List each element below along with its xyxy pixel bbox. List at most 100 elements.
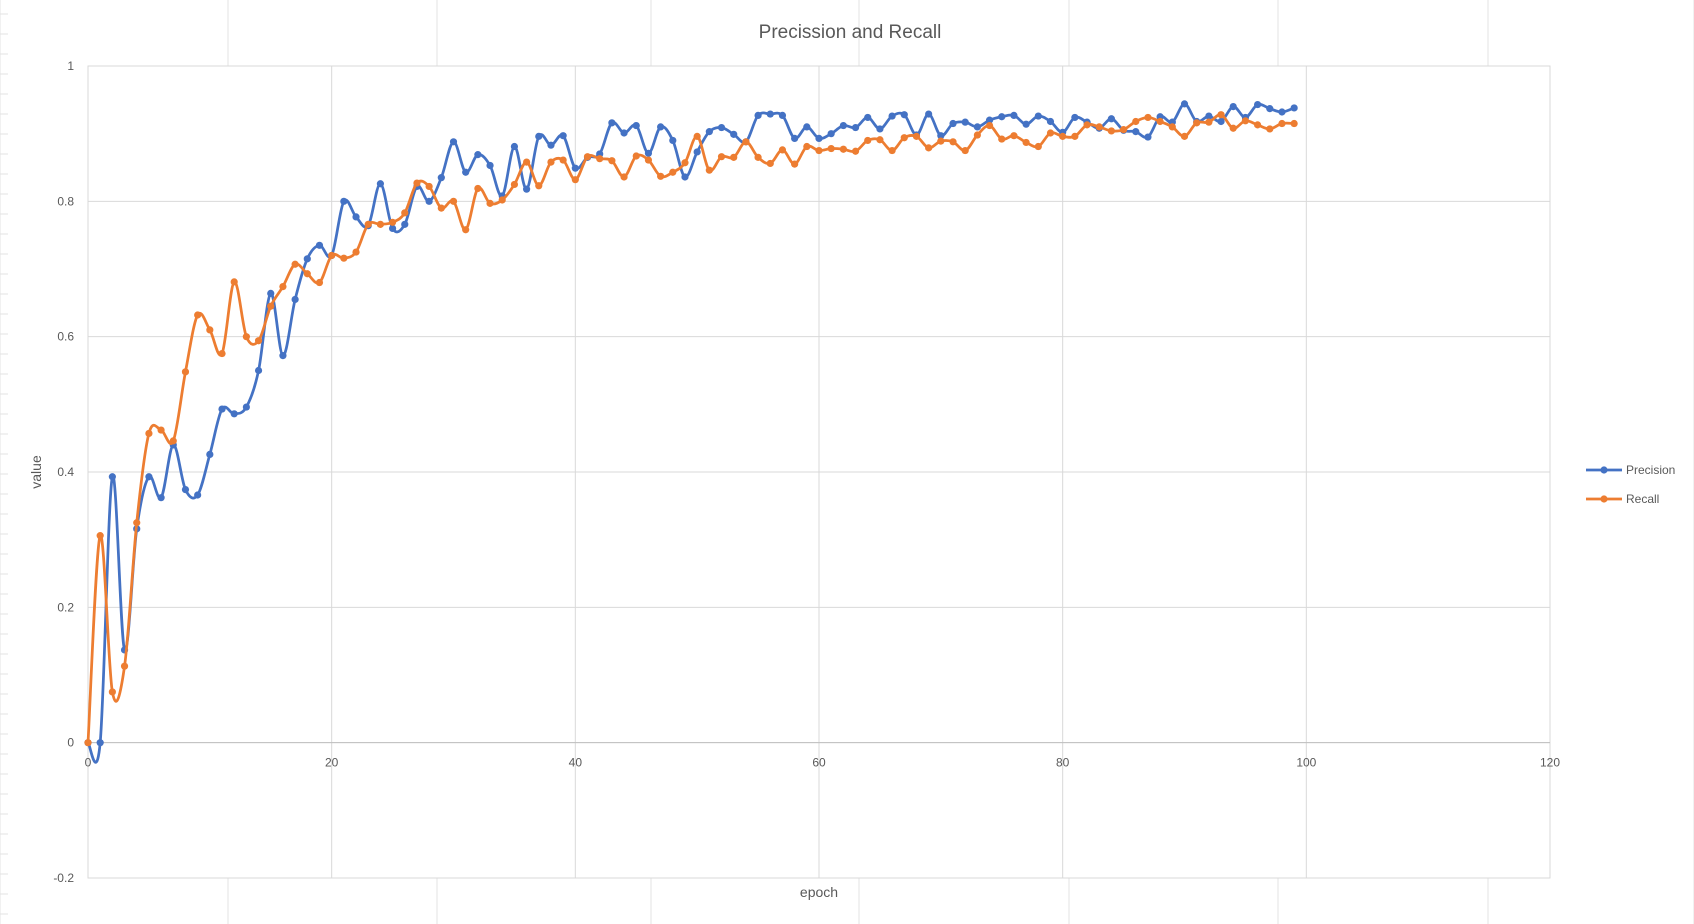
precision-point bbox=[547, 141, 555, 149]
precision-point bbox=[291, 295, 299, 304]
precision-point bbox=[1071, 113, 1079, 122]
precision-point bbox=[681, 173, 689, 181]
recall-point bbox=[1254, 121, 1262, 129]
x-tick-label: 60 bbox=[812, 756, 826, 770]
recall-point bbox=[108, 688, 116, 696]
y-tick-label: 0.4 bbox=[57, 465, 74, 479]
precision-point bbox=[194, 491, 202, 499]
recall-point bbox=[1107, 127, 1115, 135]
recall-point bbox=[596, 155, 604, 163]
precision-point bbox=[888, 112, 896, 120]
recall-point bbox=[973, 131, 981, 139]
precision-point bbox=[425, 197, 433, 205]
recall-point bbox=[1132, 117, 1140, 126]
recall-point bbox=[803, 142, 811, 151]
plot-area bbox=[84, 65, 1551, 879]
recall-point bbox=[279, 282, 287, 291]
precision-point bbox=[864, 113, 872, 122]
precision-point bbox=[693, 148, 701, 156]
x-tick-label: 20 bbox=[325, 756, 339, 770]
x-tick-label: 0 bbox=[85, 756, 92, 770]
recall-point bbox=[1278, 119, 1286, 128]
recall-point bbox=[778, 146, 787, 154]
recall-point bbox=[693, 132, 701, 140]
precision-point bbox=[717, 123, 726, 132]
legend-item-precision: Precision bbox=[1586, 463, 1675, 477]
recall-point bbox=[242, 333, 250, 341]
x-tick-label: 120 bbox=[1540, 756, 1560, 770]
x-tick-label: 80 bbox=[1056, 756, 1070, 770]
recall-point bbox=[254, 337, 263, 345]
precision-point bbox=[486, 161, 494, 170]
precision-point bbox=[1132, 128, 1140, 136]
precision-point bbox=[1254, 100, 1262, 109]
recall-point bbox=[754, 153, 762, 161]
recall-point bbox=[1193, 119, 1201, 127]
recall-point bbox=[328, 251, 336, 260]
recall-point bbox=[206, 326, 214, 334]
recall-point bbox=[827, 144, 835, 153]
legend-marker-recall bbox=[1600, 495, 1608, 503]
recall-point bbox=[194, 311, 202, 319]
precision-point bbox=[949, 119, 957, 128]
recall-point bbox=[1229, 124, 1237, 132]
recall-point bbox=[120, 662, 129, 670]
recall-point bbox=[376, 220, 384, 228]
recall-point bbox=[523, 158, 531, 166]
recall-point bbox=[96, 532, 104, 540]
recall-point bbox=[815, 146, 823, 155]
legend-marker-precision bbox=[1600, 466, 1608, 474]
recall-point bbox=[535, 182, 543, 190]
recall-point bbox=[1290, 119, 1298, 128]
recall-point bbox=[1046, 129, 1055, 137]
recall-point bbox=[912, 132, 921, 140]
recall-point bbox=[937, 137, 945, 145]
precision-point bbox=[1046, 117, 1055, 126]
precision-point bbox=[1022, 120, 1030, 128]
recall-point bbox=[181, 368, 190, 376]
recall-point bbox=[1034, 142, 1042, 151]
recall-point bbox=[657, 172, 665, 180]
legend-item-recall: Recall bbox=[1586, 492, 1659, 506]
recall-point bbox=[888, 146, 896, 155]
tick-labels: -0.2 0 0.2 0.4 0.6 0.8 1 0 20 40 60 80 100 120 bbox=[53, 59, 1560, 885]
recall-point bbox=[998, 135, 1006, 143]
precision-point bbox=[803, 123, 811, 131]
recall-point bbox=[681, 159, 689, 167]
recall-point bbox=[315, 278, 324, 287]
precision-point bbox=[815, 134, 823, 142]
recall-point bbox=[571, 176, 579, 184]
precision-point bbox=[1217, 117, 1225, 126]
recall-point bbox=[1119, 126, 1128, 134]
precision-point bbox=[559, 132, 567, 140]
recall-point bbox=[133, 519, 141, 527]
recall-point bbox=[608, 157, 616, 165]
x-tick-label: 100 bbox=[1296, 756, 1316, 770]
precision-point bbox=[218, 405, 226, 413]
y-axis-title: value bbox=[28, 455, 44, 489]
recall-point bbox=[437, 204, 445, 212]
precision-point bbox=[925, 110, 933, 118]
recall-point bbox=[486, 199, 494, 207]
recall-point bbox=[583, 153, 592, 161]
precision-point bbox=[254, 366, 263, 375]
recall-point bbox=[876, 136, 884, 144]
legend-label-recall: Recall bbox=[1626, 492, 1659, 506]
recall-point bbox=[510, 180, 519, 189]
precision-point bbox=[1278, 108, 1286, 116]
precision-point bbox=[535, 132, 543, 140]
recall-point bbox=[985, 121, 994, 130]
precision-point bbox=[900, 111, 908, 119]
legend-label-precision: Precision bbox=[1626, 463, 1675, 477]
recall-point bbox=[84, 739, 92, 747]
recall-point bbox=[949, 138, 957, 146]
precision-point bbox=[437, 174, 445, 182]
precision-point bbox=[242, 403, 250, 411]
recall-point bbox=[1071, 132, 1079, 140]
gridlines bbox=[87, 65, 1551, 879]
recall-point bbox=[1241, 117, 1250, 125]
recall-point bbox=[303, 270, 311, 278]
recall-point bbox=[340, 254, 348, 262]
precision-point bbox=[230, 410, 238, 418]
recall-point bbox=[267, 302, 275, 310]
